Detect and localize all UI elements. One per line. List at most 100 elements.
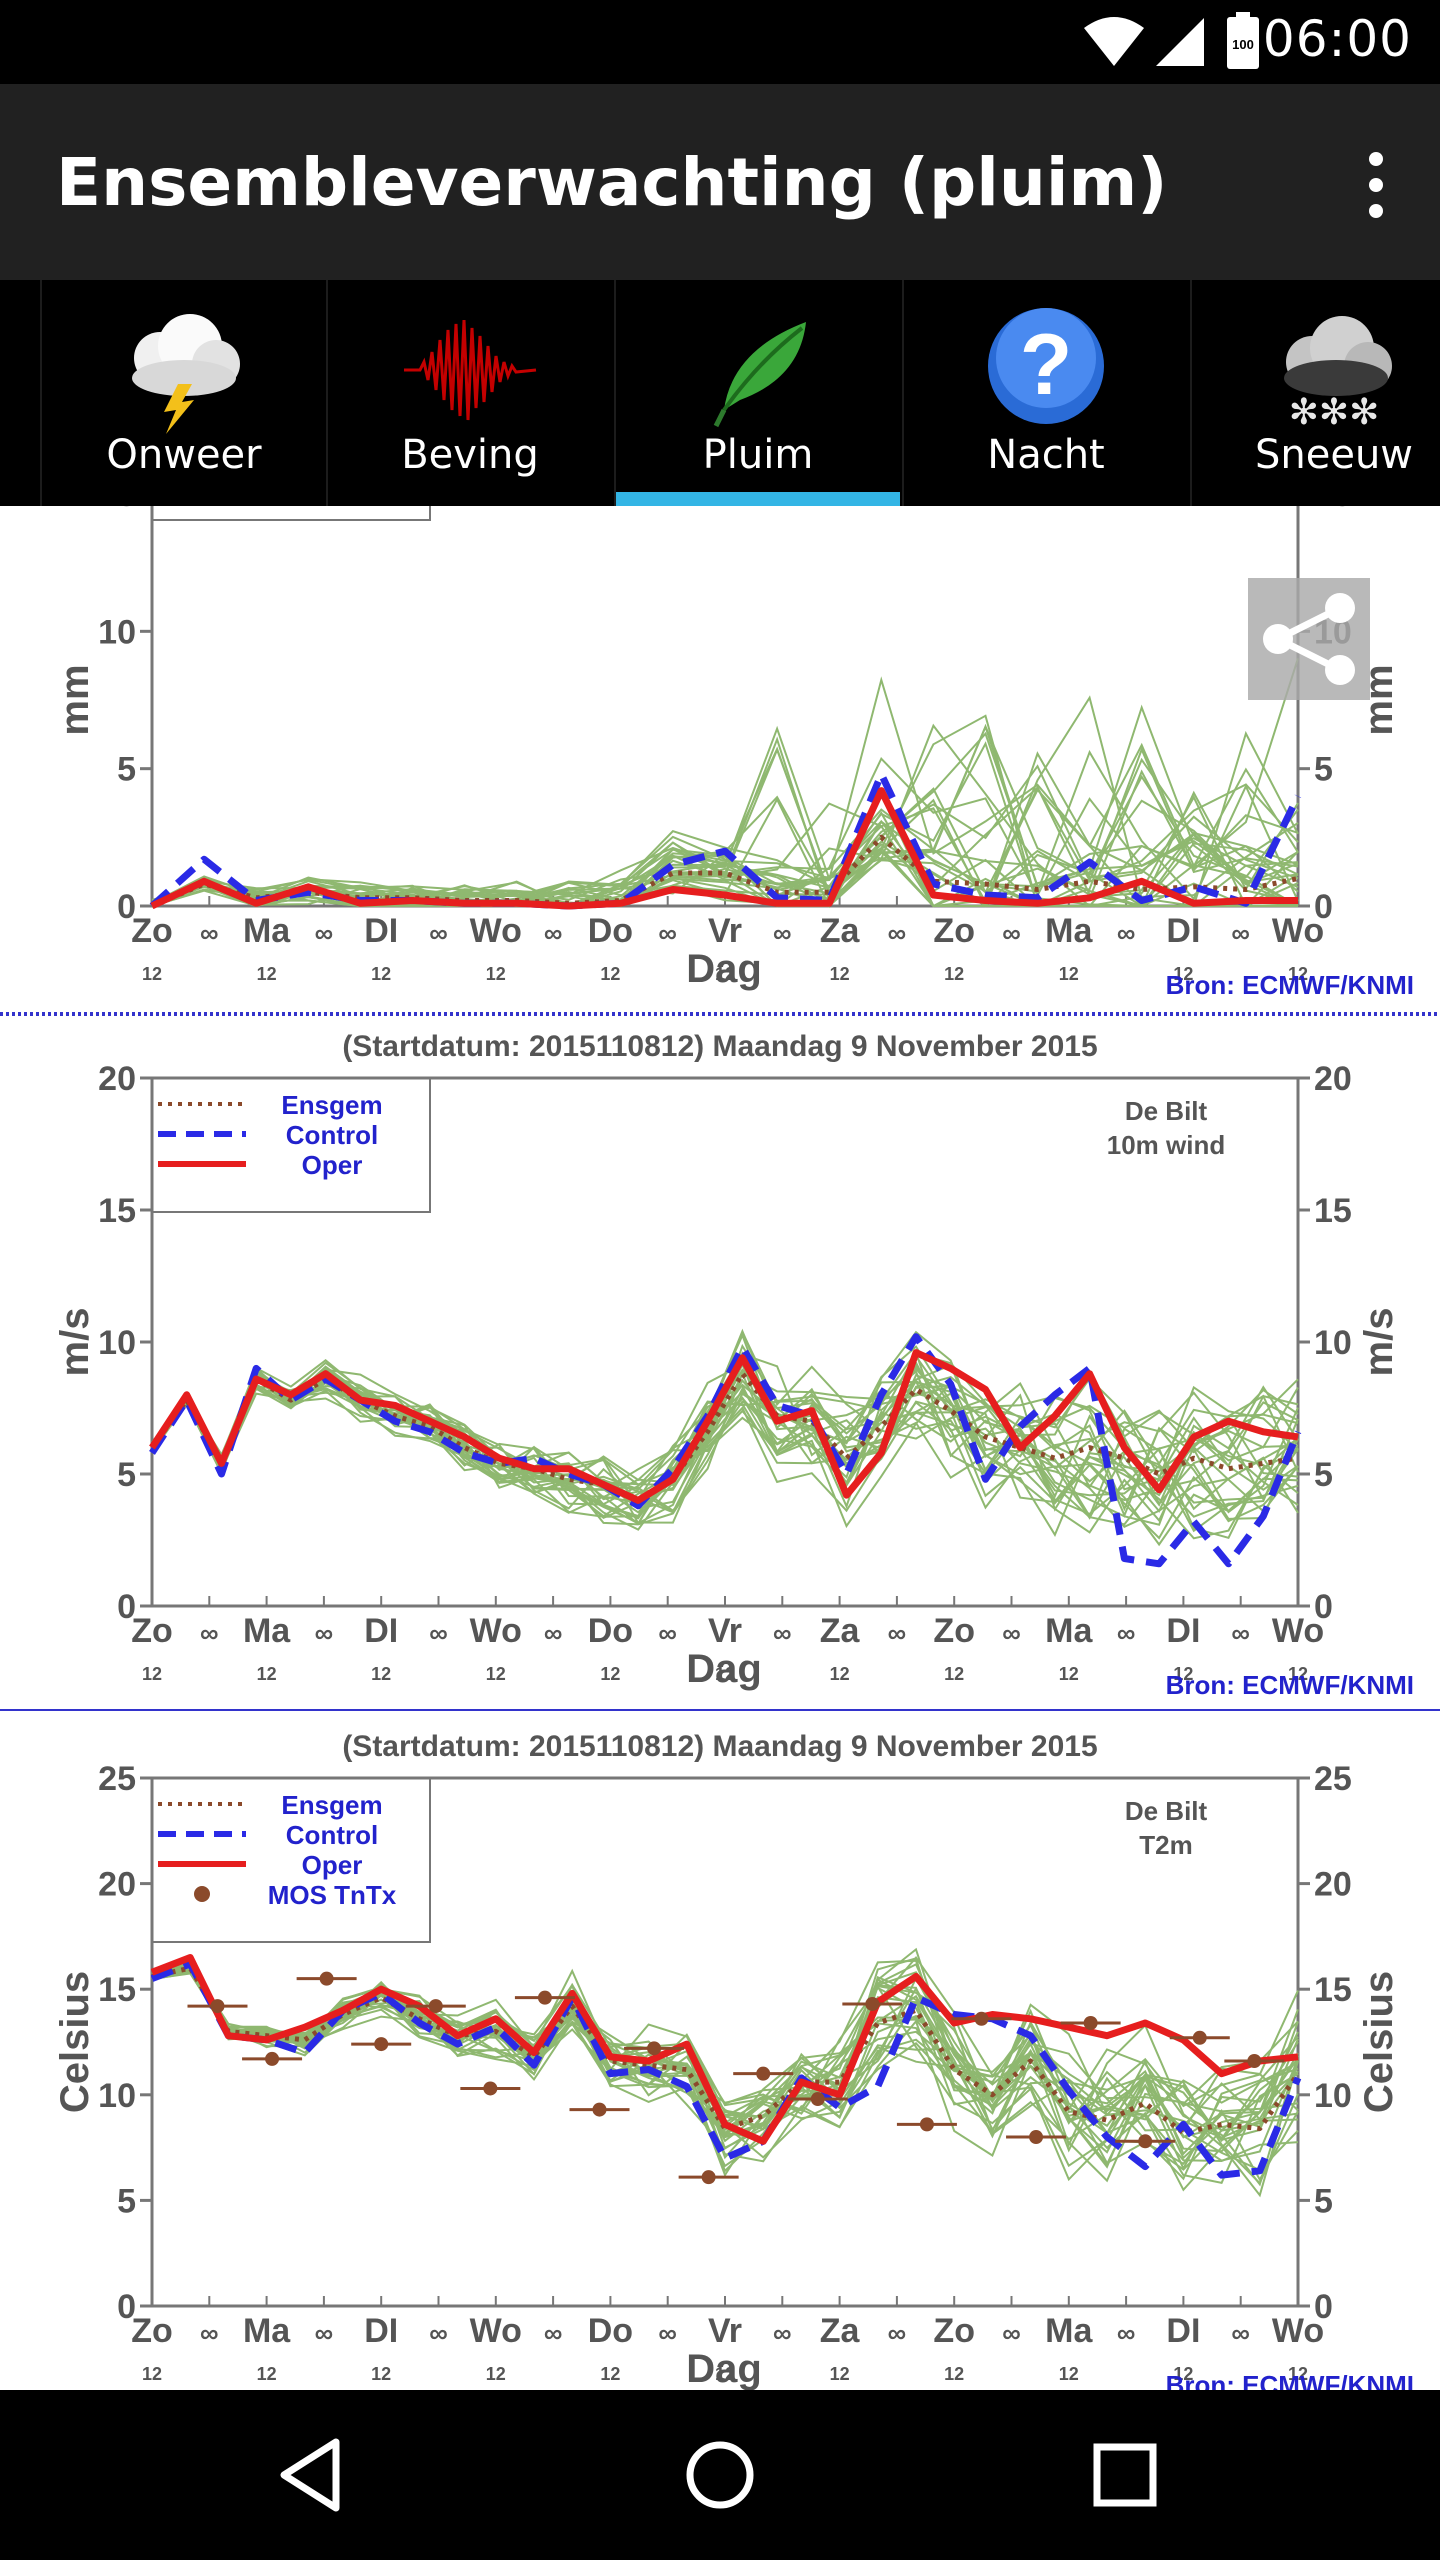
- x-tick-label: ∞: [1002, 1618, 1021, 1648]
- more-vert-icon[interactable]: [1346, 146, 1406, 226]
- y-axis-label: Celsius: [53, 1971, 97, 2113]
- x-tick-label: ∞: [315, 918, 334, 948]
- x-hour-label: 12: [600, 2364, 620, 2384]
- snow-cloud-icon: ✻✻✻: [1284, 316, 1392, 433]
- ensemble-charts: 005510101515mmmmZo∞Ma∞DI∞Wo∞Do∞Vr∞Za∞Zo∞…: [0, 506, 1440, 2390]
- x-hour-label: 12: [1173, 2364, 1193, 2384]
- x-tick-label: Wo: [470, 912, 522, 950]
- x-tick-label: Ma: [1045, 2312, 1093, 2350]
- station-label: De Bilt: [1125, 1796, 1208, 1826]
- mos-tntx-point: [756, 2066, 771, 2081]
- chart-subtitle: (Startdatum: 2015110812) Maandag 9 Novem…: [342, 1730, 1097, 1763]
- tab-label: Beving: [401, 432, 539, 478]
- x-tick-label: ∞: [429, 1618, 448, 1648]
- tab-label: Nacht: [987, 432, 1105, 478]
- mos-tntx-point: [1029, 2130, 1044, 2145]
- question-mark-icon: ?: [988, 308, 1104, 424]
- mos-tntx-point: [647, 2041, 662, 2056]
- x-hour-label: 12: [1173, 964, 1193, 984]
- x-axis-label: Dag: [686, 1647, 762, 1691]
- legend-label: Oper: [302, 1150, 363, 1180]
- home-circle-icon[interactable]: [675, 2430, 765, 2520]
- legend-swatch: [194, 1886, 210, 1902]
- y-tick-label: 0: [1314, 1588, 1333, 1626]
- x-tick-label: ∞: [1002, 2318, 1021, 2348]
- tab-label: Pluim: [702, 432, 814, 478]
- mos-tntx-point: [974, 2011, 989, 2026]
- x-tick-label: ∞: [544, 918, 563, 948]
- x-tick-label: ∞: [888, 2318, 907, 2348]
- y-tick-label: 10: [1314, 2077, 1352, 2115]
- svg-text:?: ?: [1020, 317, 1073, 413]
- seismograph-icon: [404, 319, 537, 421]
- y-tick-label: 15: [1314, 1971, 1352, 2009]
- x-tick-label: ∞: [1002, 918, 1021, 948]
- recents-square-icon[interactable]: [1080, 2430, 1170, 2520]
- mos-tntx-point: [592, 2102, 607, 2117]
- series-line-oper: [150, 787, 1298, 910]
- x-hour-label: 12: [1288, 2364, 1308, 2384]
- series-line-ensgem: [151, 834, 1299, 909]
- x-tick-label: Zo: [933, 2312, 975, 2350]
- x-tick-label: DI: [364, 1612, 398, 1650]
- legend-label: Ensgem: [281, 1090, 382, 1120]
- x-hour-label: 12: [371, 1664, 391, 1684]
- legend-label: Control: [286, 1820, 378, 1850]
- x-tick-label: ∞: [658, 2318, 677, 2348]
- x-tick-label: Wo: [1272, 912, 1324, 950]
- x-hour-label: 12: [371, 2364, 391, 2384]
- y-tick-label: 15: [98, 1192, 136, 1230]
- page-title: Ensembleverwachting (pluim): [56, 144, 1168, 221]
- y-tick-label: 15: [1314, 506, 1352, 514]
- y-tick-label: 20: [1314, 1866, 1352, 1904]
- x-hour-label: 12: [257, 2364, 277, 2384]
- x-hour-label: 12: [600, 964, 620, 984]
- x-hour-label: 12: [142, 1664, 162, 1684]
- tab-pluim[interactable]: Pluim: [614, 280, 900, 506]
- tab-beving[interactable]: Beving: [326, 280, 612, 506]
- x-tick-label: Zo: [131, 2312, 173, 2350]
- tab-sneeuw[interactable]: ✻✻✻ Sneeuw: [1190, 280, 1440, 506]
- clock: 06:00: [1262, 10, 1412, 68]
- y-tick-label: 20: [1314, 1060, 1352, 1098]
- legend-label: Control: [286, 1120, 378, 1150]
- wifi-icon: [1084, 17, 1144, 66]
- x-tick-label: Do: [588, 1612, 633, 1650]
- x-tick-label: Zo: [933, 1612, 975, 1650]
- x-hour-label: 12: [486, 2364, 506, 2384]
- ensemble-member-line: [151, 1371, 1299, 1520]
- x-hour-label: 12: [486, 1664, 506, 1684]
- tab-onweer[interactable]: Onweer: [40, 280, 326, 506]
- x-tick-label: ∞: [429, 918, 448, 948]
- navigation-bar: [0, 2390, 1440, 2560]
- y-tick-label: 0: [117, 888, 136, 926]
- y-tick-label: 10: [98, 2077, 136, 2115]
- station-label: De Bilt: [1125, 1096, 1208, 1126]
- x-tick-label: Ma: [243, 1612, 291, 1650]
- x-tick-label: ∞: [315, 1618, 334, 1648]
- x-hour-label: 12: [371, 964, 391, 984]
- x-tick-label: Do: [588, 2312, 633, 2350]
- x-hour-label: 12: [1059, 964, 1079, 984]
- share-button[interactable]: [1248, 578, 1370, 700]
- x-tick-label: ∞: [888, 918, 907, 948]
- y-tick-label: 10: [1314, 1324, 1352, 1362]
- series-line-oper: [150, 1954, 1299, 2145]
- back-triangle-icon[interactable]: [270, 2430, 360, 2520]
- source-label: Bron: ECMWF/KNMI: [1166, 1670, 1414, 1700]
- y-tick-label: 15: [1314, 1192, 1352, 1230]
- x-axis-label: Dag: [686, 947, 762, 991]
- y-tick-label: 15: [98, 1971, 136, 2009]
- y-tick-label: 5: [117, 2182, 136, 2220]
- y-tick-label: 5: [117, 1456, 136, 1494]
- x-tick-label: ∞: [315, 2318, 334, 2348]
- tab-nacht[interactable]: ? Nacht: [902, 280, 1188, 506]
- plume-charts-panel[interactable]: 005510101515mmmmZo∞Ma∞DI∞Wo∞Do∞Vr∞Za∞Zo∞…: [0, 506, 1440, 2390]
- x-tick-label: Ma: [1045, 1612, 1093, 1650]
- mos-tntx-point: [701, 2170, 716, 2185]
- source-label: Bron: ECMWF/KNMI: [1166, 970, 1414, 1000]
- x-hour-label: 12: [142, 964, 162, 984]
- legend-label: MOS TnTx: [268, 1880, 397, 1910]
- svg-text:100: 100: [1232, 37, 1254, 52]
- x-tick-label: Za: [820, 1612, 861, 1650]
